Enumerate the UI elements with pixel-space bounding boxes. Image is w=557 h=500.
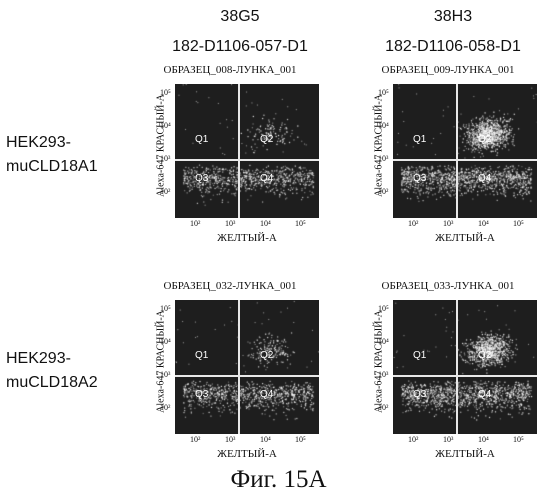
quadrant-label-q2: Q2 xyxy=(478,350,491,361)
x-axis-label: ЖЕЛТЫЙ-А xyxy=(175,232,319,244)
flow-plot-panel: ОБРАЗЕЦ_008-ЛУНКА_001 Alexa-647 КРАСНЫЙ-… xyxy=(130,66,330,266)
column-header-38h3: 38H3 182-D1106-058-D1 xyxy=(363,4,543,60)
scatter-canvas xyxy=(175,300,319,434)
x-tick-label: 10⁴ xyxy=(478,219,489,228)
x-tick-label: 10² xyxy=(408,435,418,444)
antibody-name: 38H3 xyxy=(363,4,543,30)
quadrant-gate-horizontal xyxy=(393,159,537,161)
figure-caption: Фиг. 15А xyxy=(0,466,557,494)
x-tick-label: 10³ xyxy=(443,435,453,444)
column-header-38g5: 38G5 182-D1106-057-D1 xyxy=(150,4,330,60)
x-tick-label: 10⁴ xyxy=(478,435,489,444)
quadrant-gate-vertical xyxy=(238,84,240,218)
y-tick-label: 10⁵ xyxy=(378,304,389,313)
y-tick-label: 10³ xyxy=(378,370,388,379)
row-header-a1: HEK293- muCLD18A1 xyxy=(6,131,98,179)
quadrant-label-q2: Q2 xyxy=(260,134,273,145)
plot-title: ОБРАЗЕЦ_032-ЛУНКА_001 xyxy=(130,280,330,292)
y-tick-label: 10⁵ xyxy=(160,88,171,97)
cell-line: HEK293- xyxy=(6,347,98,371)
quadrant-label-q3: Q3 xyxy=(195,389,208,400)
scatter-canvas xyxy=(393,300,537,434)
plot-title: ОБРАЗЕЦ_033-ЛУНКА_001 xyxy=(348,280,548,292)
y-tick-label: 10⁴ xyxy=(378,121,389,130)
quadrant-gate-vertical xyxy=(456,84,458,218)
cell-line: HEK293- xyxy=(6,131,98,155)
x-axis-label: ЖЕЛТЫЙ-А xyxy=(175,448,319,460)
quadrant-label-q3: Q3 xyxy=(195,173,208,184)
y-tick-label: 10² xyxy=(378,187,388,196)
x-axis-label: ЖЕЛТЫЙ-А xyxy=(393,448,537,460)
y-tick-label: 10² xyxy=(160,403,170,412)
x-tick-label: 10⁴ xyxy=(260,219,271,228)
x-tick-label: 10⁵ xyxy=(295,435,306,444)
quadrant-gate-horizontal xyxy=(175,375,319,377)
row-header-a2: HEK293- muCLD18A2 xyxy=(6,347,98,395)
y-tick-label: 10² xyxy=(160,187,170,196)
x-tick-label: 10⁵ xyxy=(513,219,524,228)
transfectant: muCLD18A1 xyxy=(6,155,98,179)
scatter-plot: Q1 Q2 Q3 Q4 xyxy=(393,84,537,218)
y-tick-label: 10⁴ xyxy=(160,337,171,346)
x-tick-label: 10³ xyxy=(443,219,453,228)
quadrant-label-q4: Q4 xyxy=(478,173,491,184)
flow-plot-panel: ОБРАЗЕЦ_009-ЛУНКА_001 Alexa-647 КРАСНЫЙ-… xyxy=(348,66,548,266)
quadrant-gate-vertical xyxy=(238,300,240,434)
quadrant-label-q1: Q1 xyxy=(195,350,208,361)
y-tick-label: 10³ xyxy=(160,370,170,379)
quadrant-label-q4: Q4 xyxy=(478,389,491,400)
quadrant-gate-vertical xyxy=(456,300,458,434)
antibody-id: 182-D1106-057-D1 xyxy=(150,34,330,60)
scatter-plot: Q1 Q2 Q3 Q4 xyxy=(175,300,319,434)
x-tick-label: 10⁵ xyxy=(513,435,524,444)
y-tick-label: 10⁴ xyxy=(160,121,171,130)
scatter-canvas xyxy=(393,84,537,218)
scatter-canvas xyxy=(175,84,319,218)
y-tick-label: 10² xyxy=(378,403,388,412)
quadrant-label-q3: Q3 xyxy=(413,173,426,184)
quadrant-gate-horizontal xyxy=(175,159,319,161)
x-tick-label: 10³ xyxy=(225,435,235,444)
plot-title: ОБРАЗЕЦ_008-ЛУНКА_001 xyxy=(130,64,330,76)
x-tick-label: 10² xyxy=(190,219,200,228)
quadrant-label-q1: Q1 xyxy=(413,134,426,145)
antibody-id: 182-D1106-058-D1 xyxy=(363,34,543,60)
quadrant-label-q4: Q4 xyxy=(260,389,273,400)
x-tick-label: 10⁵ xyxy=(295,219,306,228)
plot-title: ОБРАЗЕЦ_009-ЛУНКА_001 xyxy=(348,64,548,76)
y-tick-label: 10⁴ xyxy=(378,337,389,346)
y-tick-label: 10⁵ xyxy=(160,304,171,313)
x-axis-label: ЖЕЛТЫЙ-А xyxy=(393,232,537,244)
quadrant-label-q4: Q4 xyxy=(260,173,273,184)
quadrant-label-q1: Q1 xyxy=(413,350,426,361)
x-tick-label: 10² xyxy=(190,435,200,444)
x-tick-label: 10² xyxy=(408,219,418,228)
y-tick-label: 10³ xyxy=(160,154,170,163)
flow-plot-panel: ОБРАЗЕЦ_033-ЛУНКА_001 Alexa-647 КРАСНЫЙ-… xyxy=(348,282,548,482)
quadrant-gate-horizontal xyxy=(393,375,537,377)
flow-plot-panel: ОБРАЗЕЦ_032-ЛУНКА_001 Alexa-647 КРАСНЫЙ-… xyxy=(130,282,330,482)
quadrant-label-q2: Q2 xyxy=(260,350,273,361)
quadrant-label-q2: Q2 xyxy=(478,134,491,145)
quadrant-label-q3: Q3 xyxy=(413,389,426,400)
y-tick-label: 10³ xyxy=(378,154,388,163)
scatter-plot: Q1 Q2 Q3 Q4 xyxy=(393,300,537,434)
antibody-name: 38G5 xyxy=(150,4,330,30)
scatter-plot: Q1 Q2 Q3 Q4 xyxy=(175,84,319,218)
y-tick-label: 10⁵ xyxy=(378,88,389,97)
x-tick-label: 10⁴ xyxy=(260,435,271,444)
quadrant-label-q1: Q1 xyxy=(195,134,208,145)
x-tick-label: 10³ xyxy=(225,219,235,228)
transfectant: muCLD18A2 xyxy=(6,371,98,395)
